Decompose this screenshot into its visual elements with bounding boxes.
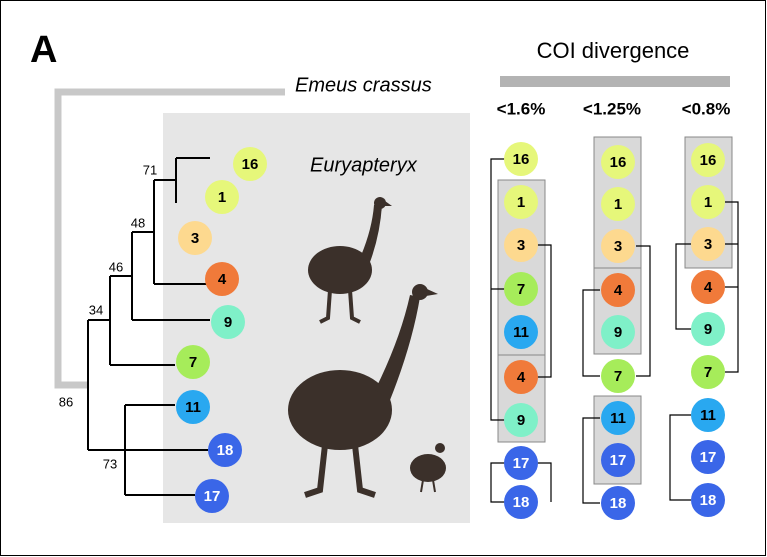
- support-value: 34: [89, 302, 103, 317]
- tip-label: 17: [204, 488, 221, 505]
- tip-label: 18: [217, 442, 234, 459]
- threshold-label: <1.6%: [497, 99, 546, 118]
- tip-label: 11: [610, 410, 626, 427]
- tip-label: 11: [700, 407, 716, 424]
- tip-label: 4: [614, 282, 623, 299]
- tip-label: 1: [614, 196, 622, 213]
- tip-label: 4: [517, 369, 526, 386]
- tip-label: 9: [224, 314, 232, 331]
- threshold-label: <1.25%: [583, 99, 641, 118]
- tip-label: 16: [242, 156, 259, 173]
- tip-label: 7: [189, 354, 197, 371]
- tip-label: 9: [517, 412, 525, 429]
- tip-label: 4: [704, 279, 713, 296]
- divergence-title: COI divergence: [537, 38, 690, 63]
- support-value: 46: [109, 259, 123, 274]
- tip-label: 16: [513, 151, 530, 168]
- tip-label: 3: [191, 230, 199, 247]
- tip-label: 1: [218, 189, 226, 206]
- tip-label: 17: [610, 452, 627, 469]
- tip-label: 16: [610, 154, 627, 171]
- tip-label: 3: [704, 236, 712, 253]
- tip-label: 7: [614, 368, 622, 385]
- tip-label: 1: [517, 194, 525, 211]
- divergence-bar: [500, 76, 730, 87]
- tip-label: 16: [700, 152, 717, 169]
- tip-label: 7: [704, 364, 712, 381]
- support-value: 71: [143, 162, 157, 177]
- figure: A Emeus crassus Euryapteryx COI divergen…: [0, 0, 767, 557]
- tip-label: 11: [513, 324, 529, 341]
- tip-label: 1: [704, 194, 712, 211]
- panel-label: A: [30, 29, 57, 71]
- tip-label: 9: [614, 324, 622, 341]
- tip-label: 7: [517, 281, 525, 298]
- tip-label: 17: [513, 455, 530, 472]
- clade-label: Euryapteryx: [310, 154, 418, 176]
- tip-label: 11: [185, 399, 201, 416]
- threshold-label: <0.8%: [682, 99, 731, 118]
- tip-label: 9: [704, 321, 712, 338]
- tip-label: 3: [517, 237, 525, 254]
- support-value: 86: [59, 394, 73, 409]
- tip-label: 18: [513, 494, 530, 511]
- tip-label: 4: [218, 271, 227, 288]
- support-value: 73: [103, 456, 117, 471]
- tip-label: 17: [700, 449, 717, 466]
- tip-label: 3: [614, 238, 622, 255]
- outgroup-label: Emeus crassus: [295, 74, 432, 96]
- support-value: 48: [131, 215, 145, 230]
- tip-label: 18: [610, 495, 627, 512]
- tip-label: 18: [700, 492, 717, 509]
